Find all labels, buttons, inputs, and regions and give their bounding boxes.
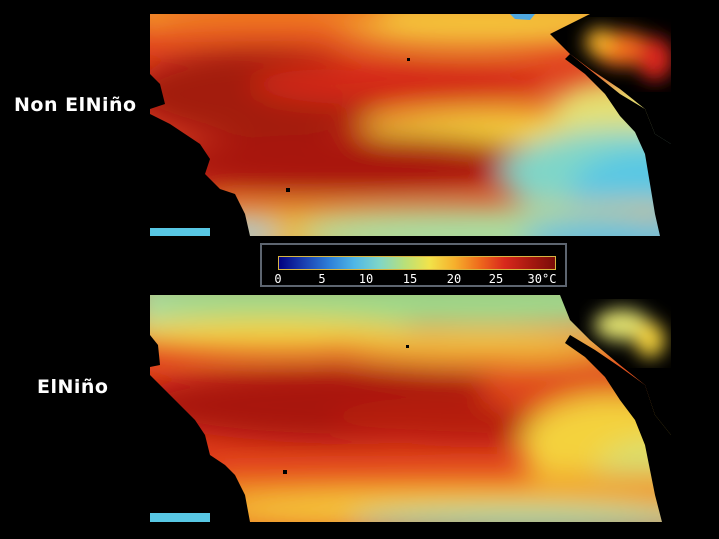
colorbar-tick-20: 20: [446, 272, 462, 286]
sst-map-el-nino-svg: [150, 295, 671, 522]
panel-label-el-nino: ElNiño: [37, 376, 109, 398]
colorbar-tick-0: 0: [274, 272, 282, 286]
colorbar-tick-10: 10: [358, 272, 374, 286]
colorbar-tick-25: 25: [488, 272, 504, 286]
colorbar-tick-15: 15: [402, 272, 418, 286]
sst-map-non-el-nino: [150, 14, 671, 236]
sst-map-el-nino: [150, 295, 671, 522]
panel-label-non-el-nino: Non ElNiño: [14, 94, 137, 116]
colorbar-tick-30c: 30°C: [527, 272, 557, 286]
colorbar-legend: 0 5 10 15 20 25 30°C: [260, 243, 567, 287]
colorbar-tick-5: 5: [318, 272, 326, 286]
sst-map-non-el-nino-svg: [150, 14, 671, 236]
colorbar-gradient: [278, 256, 556, 270]
